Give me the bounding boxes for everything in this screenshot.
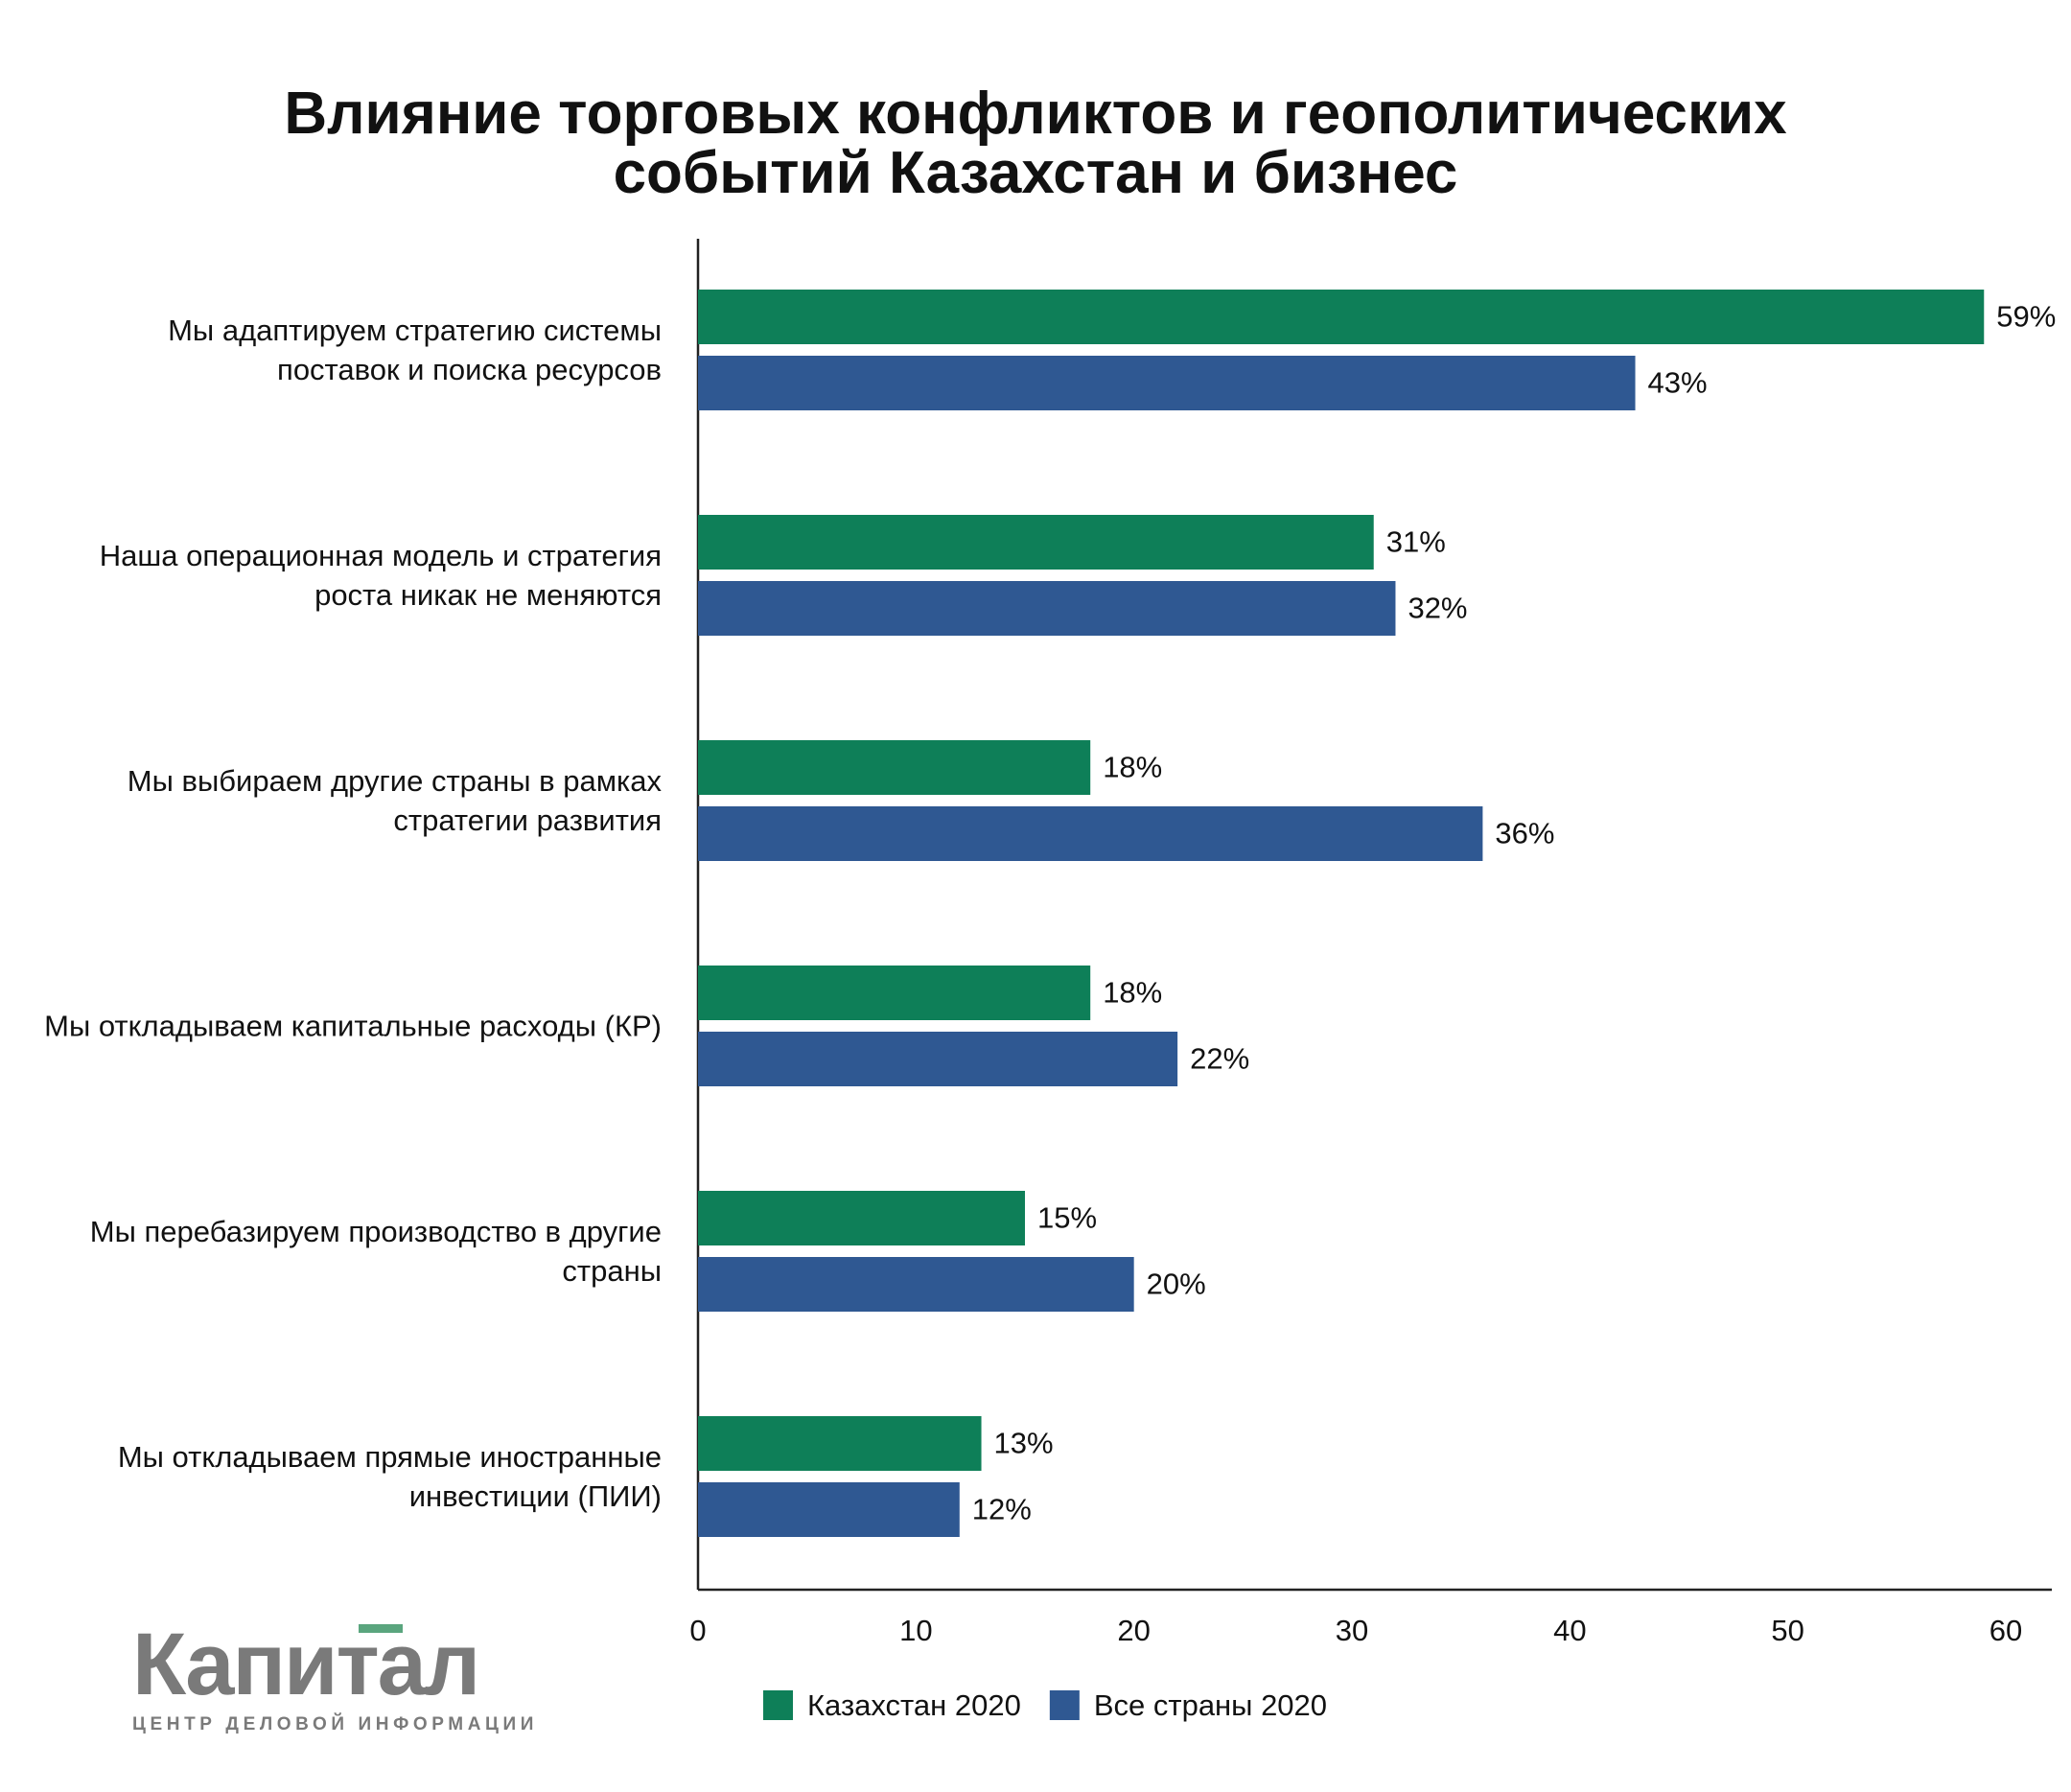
bar <box>698 806 1483 861</box>
value-label: 43% <box>1648 366 1708 400</box>
y-tick-label: Мы откладываем капитальные расходы (КР) <box>44 1009 662 1043</box>
bar <box>698 515 1374 570</box>
value-label: 22% <box>1190 1042 1249 1076</box>
x-tick-label: 50 <box>1771 1614 1803 1647</box>
bar <box>698 740 1091 795</box>
x-tick-label: 40 <box>1553 1614 1586 1647</box>
x-tick-label: 10 <box>899 1614 932 1647</box>
value-label: 59% <box>1996 300 2056 334</box>
value-label: 12% <box>972 1493 1032 1526</box>
bar <box>698 290 1985 344</box>
logo: Капитал ЦЕНТР ДЕЛОВОЙ ИНФОРМАЦИИ <box>132 1620 538 1735</box>
logo-accent <box>359 1624 403 1633</box>
y-tick-label: Мы выбираем другие страны в рамках страт… <box>127 764 662 837</box>
bar <box>698 1482 960 1537</box>
x-tick-label: 30 <box>1336 1614 1368 1647</box>
x-tick-label: 0 <box>689 1614 706 1647</box>
legend-label: Казахстан 2020 <box>807 1688 1021 1722</box>
y-tick-label: Мы адаптируем стратегию системы поставок… <box>168 314 662 386</box>
bar <box>698 1416 982 1471</box>
legend-swatch <box>763 1690 793 1720</box>
bar <box>698 966 1091 1020</box>
value-label: 18% <box>1103 976 1162 1010</box>
value-label: 20% <box>1147 1268 1206 1301</box>
y-tick-label: Мы откладываем прямые иностранные инвест… <box>117 1440 662 1513</box>
x-tick-label: 60 <box>1990 1614 2022 1647</box>
bar <box>698 356 1636 410</box>
value-label: 13% <box>994 1427 1054 1460</box>
bar <box>698 1257 1134 1312</box>
chart-title: Влияние торговых конфликтов и геополитич… <box>284 81 1787 206</box>
y-tick-label: Наша операционная модель и стратегия рос… <box>99 539 662 612</box>
bar <box>698 581 1396 636</box>
bar <box>698 1032 1178 1086</box>
value-label: 32% <box>1408 592 1467 625</box>
x-tick-label: 20 <box>1117 1614 1150 1647</box>
value-label: 18% <box>1103 751 1162 784</box>
y-tick-label: Мы перебазируем производство в другие ст… <box>89 1215 662 1288</box>
value-label: 15% <box>1037 1201 1097 1235</box>
logo-name: Капитал <box>132 1616 480 1713</box>
legend-swatch <box>1049 1690 1080 1720</box>
value-label: 36% <box>1495 817 1554 850</box>
value-label: 31% <box>1386 525 1446 559</box>
bar <box>698 1191 1025 1245</box>
legend-label: Все страны 2020 <box>1094 1688 1327 1722</box>
logo-tagline: ЦЕНТР ДЕЛОВОЙ ИНФОРМАЦИИ <box>132 1714 539 1734</box>
